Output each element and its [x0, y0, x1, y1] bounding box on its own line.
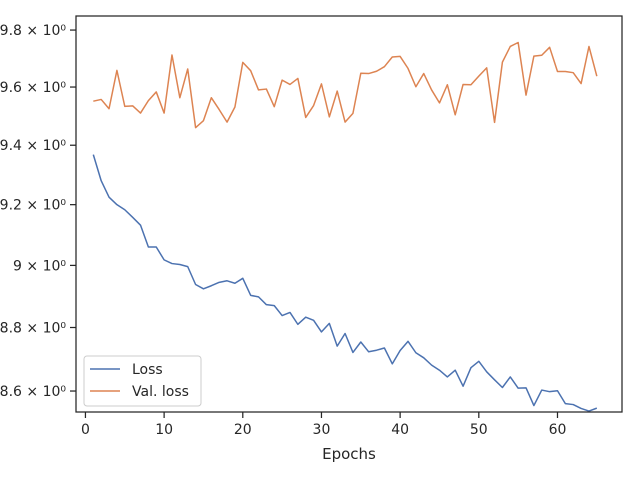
y-tick-label: 9.4 × 10⁰ — [0, 138, 66, 154]
x-tick-label: 0 — [81, 422, 90, 438]
y-tick-label: 9.2 × 10⁰ — [0, 198, 66, 214]
plot-frame — [75, 15, 623, 413]
y-tick-label: 9.6 × 10⁰ — [0, 80, 66, 96]
legend: Loss Val. loss — [83, 355, 202, 407]
series-line-val-loss — [93, 41, 598, 129]
x-tick-label: 40 — [391, 422, 409, 438]
plot-lines — [92, 41, 598, 412]
x-axis: 0 10 20 30 40 50 60 — [81, 412, 566, 438]
y-tick-label: 9 × 10⁰ — [13, 258, 66, 274]
x-axis-label: Epochs — [322, 445, 376, 463]
y-tick-label: 8.6 × 10⁰ — [0, 384, 66, 400]
legend-label-val-loss: Val. loss — [132, 384, 189, 400]
y-tick-label: 9.8 × 10⁰ — [0, 23, 66, 39]
y-axis: 8.6 × 10⁰ 8.8 × 10⁰ 9 × 10⁰ 9.2 × 10⁰ 9.4 × … — [0, 23, 76, 400]
y-tick-label: 8.8 × 10⁰ — [0, 321, 66, 337]
legend-label-loss: Loss — [132, 362, 163, 378]
x-tick-label: 30 — [313, 422, 331, 438]
x-tick-label: 20 — [234, 422, 252, 438]
x-tick-label: 60 — [549, 422, 567, 438]
x-tick-label: 10 — [155, 422, 173, 438]
x-tick-label: 50 — [470, 422, 488, 438]
series-line-loss — [92, 154, 598, 412]
